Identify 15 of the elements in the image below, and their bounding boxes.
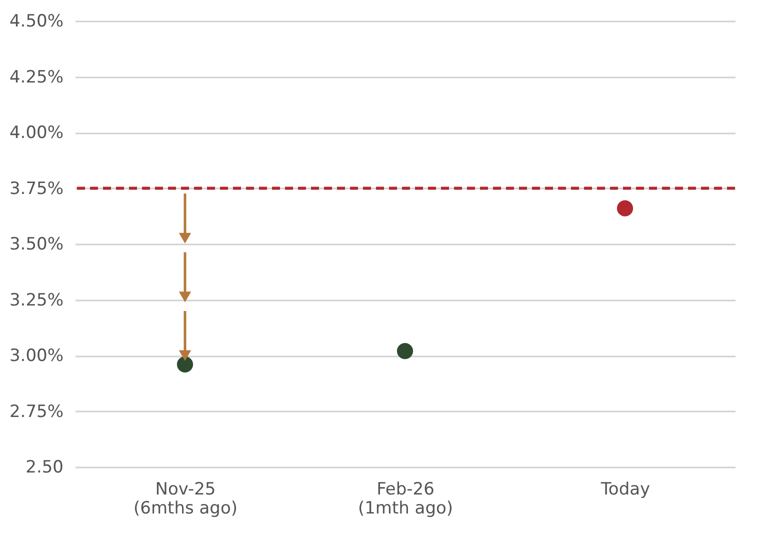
y-tick-label: 4.50% [9,12,64,32]
y-tick-label: 3.75% [9,178,64,199]
point [176,356,194,372]
y-tick-label: 3.25% [9,290,64,310]
x-tick-label: Feb-26 (1mth ago) [358,480,454,518]
y-tick-label: 2.75% [9,402,64,422]
y-tick-label: 3.50% [9,234,64,254]
x-tick-label: Today [600,480,650,500]
point [616,200,634,216]
y-tick-label: 3.00% [9,346,64,366]
point [396,342,414,360]
y-tick-label: 4.25% [9,67,64,88]
x-tick-label: Nov-25 (6mths ago) [134,480,238,518]
y-tick-label: 2.50 [26,458,64,478]
y-tick-label: 4.00% [9,123,64,143]
